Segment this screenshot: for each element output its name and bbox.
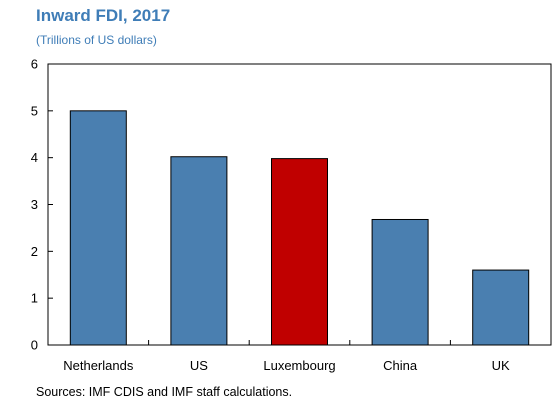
x-tick-label: China [383, 358, 418, 373]
x-tick-label: Luxembourg [263, 358, 335, 373]
bar-china [371, 218, 429, 346]
y-tick-label: 3 [31, 197, 38, 212]
plot-area: 0 1 2 3 4 5 6 Netherlands US Luxembourg China UK [31, 57, 552, 373]
x-tick-label: UK [492, 358, 510, 373]
chart-subtitle: (Trillions of US dollars) [36, 33, 157, 47]
y-tick-label: 5 [31, 103, 38, 118]
chart-title: Inward FDI, 2017 [36, 6, 171, 25]
x-tick-label: US [190, 358, 208, 373]
bar-uk [472, 269, 530, 346]
y-tick-label: 0 [31, 338, 38, 353]
y-tick-label: 6 [31, 57, 38, 72]
y-tick-label: 2 [31, 244, 38, 259]
bar-luxembourg [271, 158, 328, 346]
source-note: Sources: IMF CDIS and IMF staff calculat… [36, 385, 293, 399]
bar-netherlands [69, 110, 127, 346]
bar-us [170, 156, 228, 346]
x-tick-label: Netherlands [63, 358, 134, 373]
y-tick-label: 4 [31, 150, 38, 165]
y-tick-label: 1 [31, 291, 38, 306]
